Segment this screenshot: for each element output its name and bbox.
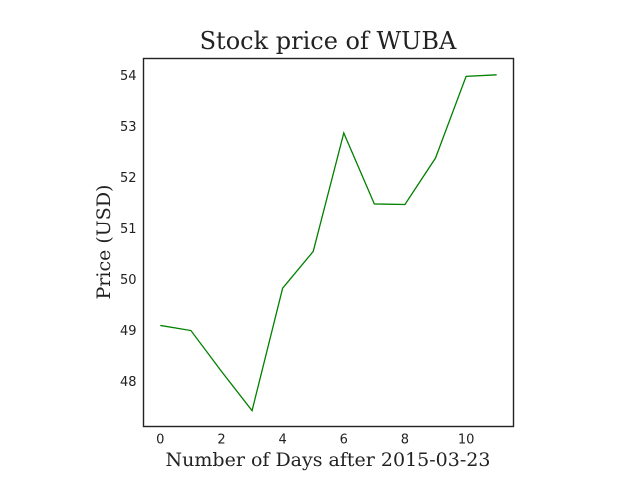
- y-tick-label: 51: [120, 222, 137, 237]
- plot-area: [159, 73, 498, 413]
- data-point: [403, 203, 406, 206]
- y-tick-label: 48: [120, 375, 137, 390]
- x-axis-ticks: 0 2 4 6 8 10: [156, 433, 474, 448]
- y-tick-label: 53: [120, 120, 137, 135]
- x-tick-label: 10: [458, 433, 475, 448]
- y-axis-ticks: 48 49 50 51 52 53 54: [120, 69, 137, 390]
- chart-title: Stock price of WUBA: [200, 27, 457, 55]
- x-tick-label: 4: [278, 433, 286, 448]
- data-point: [281, 287, 284, 290]
- data-point: [373, 202, 376, 205]
- y-tick-label: 52: [120, 171, 137, 186]
- data-point: [251, 409, 254, 412]
- plot-frame: [142, 57, 515, 428]
- y-tick-label: 49: [120, 324, 137, 339]
- data-point: [495, 73, 498, 76]
- x-tick-label: 0: [156, 433, 164, 448]
- data-point: [312, 250, 315, 253]
- data-point: [342, 132, 345, 135]
- x-tick-label: 8: [401, 433, 409, 448]
- data-point: [220, 370, 223, 373]
- data-point: [159, 324, 162, 327]
- data-point: [434, 157, 437, 160]
- data-point: [189, 329, 192, 332]
- x-axis-label: Number of Days after 2015-03-23: [166, 449, 491, 471]
- x-tick-label: 2: [217, 433, 225, 448]
- y-tick-label: 54: [120, 69, 137, 84]
- x-tick-label: 6: [340, 433, 348, 448]
- price-line: [160, 74, 497, 413]
- y-axis-label: Price (USD): [93, 185, 115, 300]
- data-point: [465, 75, 468, 78]
- y-tick-label: 50: [120, 273, 137, 288]
